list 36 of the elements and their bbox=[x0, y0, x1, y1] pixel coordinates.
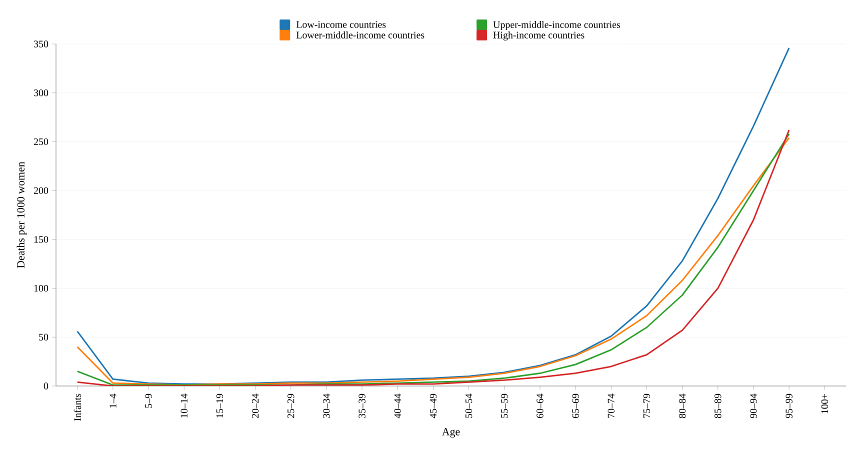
x-tick-label: 65–69 bbox=[572, 394, 579, 418]
y-tick-label: 0 bbox=[44, 382, 48, 390]
y-tick-label: 50 bbox=[39, 334, 48, 340]
x-tick-label: 80–84 bbox=[678, 394, 686, 418]
legend-label: Upper-middle-income countries bbox=[493, 21, 620, 30]
x-tick-label: 30–34 bbox=[323, 394, 330, 418]
x-tick-label: 20–24 bbox=[252, 394, 259, 418]
x-tick-label: 85–89 bbox=[714, 394, 722, 418]
x-tick-label: 35–39 bbox=[358, 394, 366, 418]
x-tick-label: 95–99 bbox=[786, 394, 792, 418]
x-tick-label: 75–79 bbox=[643, 394, 650, 418]
x-tick-label: 50–54 bbox=[465, 394, 472, 418]
x-tick-label: 60–64 bbox=[536, 394, 544, 418]
legend-label: High-income countries bbox=[493, 31, 584, 40]
y-tick-label: 250 bbox=[34, 138, 48, 146]
x-tick-label: 100+ bbox=[821, 394, 828, 414]
x-tick-label: 10–14 bbox=[180, 394, 188, 418]
x-tick-label: 90–94 bbox=[750, 394, 757, 418]
y-axis-title: Deaths per 1000 women bbox=[16, 162, 27, 268]
y-tick-label: 300 bbox=[34, 89, 48, 96]
y-tick-label: 100 bbox=[34, 284, 48, 292]
x-tick-label: 40–44 bbox=[394, 394, 401, 418]
x-tick-label: 5–9 bbox=[145, 394, 152, 408]
y-tick-label: 200 bbox=[34, 187, 48, 194]
x-tick-label: 25–29 bbox=[288, 394, 294, 418]
y-tick-label: 350 bbox=[34, 40, 48, 48]
x-tick-label: 45–49 bbox=[430, 394, 437, 418]
legend-label: Low-income countries bbox=[296, 21, 386, 28]
x-tick-label: Infants bbox=[74, 394, 81, 421]
x-axis-title: Age bbox=[442, 428, 460, 438]
x-tick-label: 1–4 bbox=[110, 394, 116, 408]
legend-label: Lower-middle-income countries bbox=[296, 31, 424, 38]
x-tick-label: 15–19 bbox=[216, 394, 224, 418]
x-tick-label: 55–59 bbox=[501, 394, 508, 418]
y-tick-label: 150 bbox=[34, 236, 48, 243]
x-tick-label: 70–74 bbox=[608, 394, 614, 418]
